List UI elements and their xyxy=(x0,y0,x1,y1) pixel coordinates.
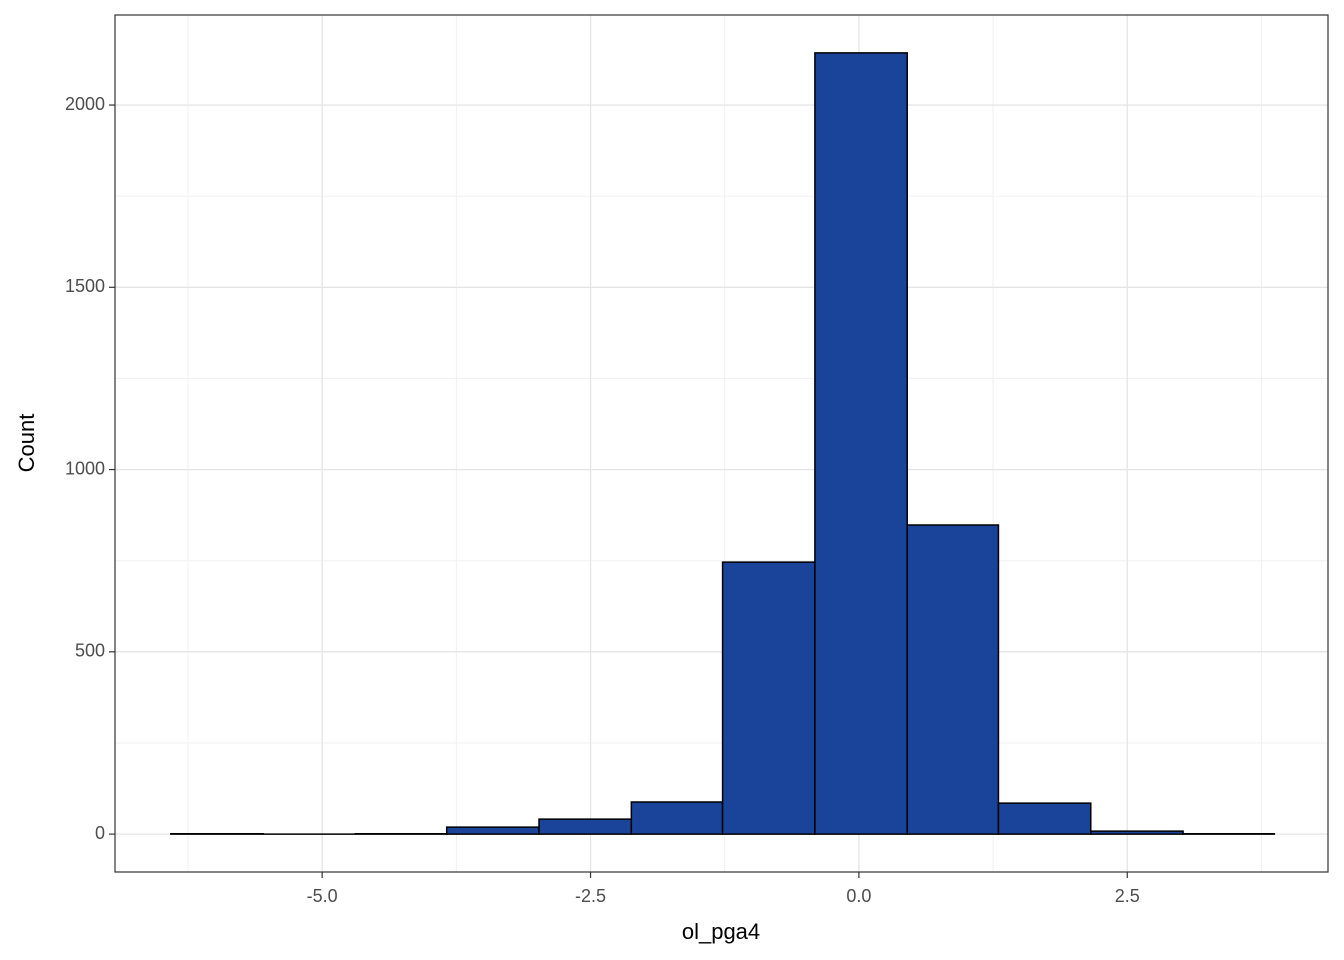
bar xyxy=(630,801,724,835)
y-tick-label: 2000 xyxy=(65,94,105,114)
x-tick-label: 2.5 xyxy=(1115,886,1140,906)
bar xyxy=(997,802,1092,835)
y-tick-label: 500 xyxy=(75,641,105,661)
y-tick-label: 0 xyxy=(95,823,105,843)
bar xyxy=(721,561,816,835)
y-axis-title: Count xyxy=(14,414,39,473)
panel-border xyxy=(114,14,1329,873)
y-tick-label: 1500 xyxy=(65,276,105,296)
grid xyxy=(115,15,1328,872)
x-tick-label: -5.0 xyxy=(307,886,338,906)
bar xyxy=(445,826,540,835)
bars xyxy=(170,52,1276,835)
bar xyxy=(906,524,1000,835)
bar xyxy=(1090,830,1184,835)
x-axis-title: ol_pga4 xyxy=(682,919,760,944)
y-tick-label: 1000 xyxy=(65,458,105,478)
x-tick-label: 0.0 xyxy=(846,886,871,906)
bar xyxy=(538,818,633,835)
x-tick-label: -2.5 xyxy=(575,886,606,906)
bar xyxy=(814,52,908,835)
